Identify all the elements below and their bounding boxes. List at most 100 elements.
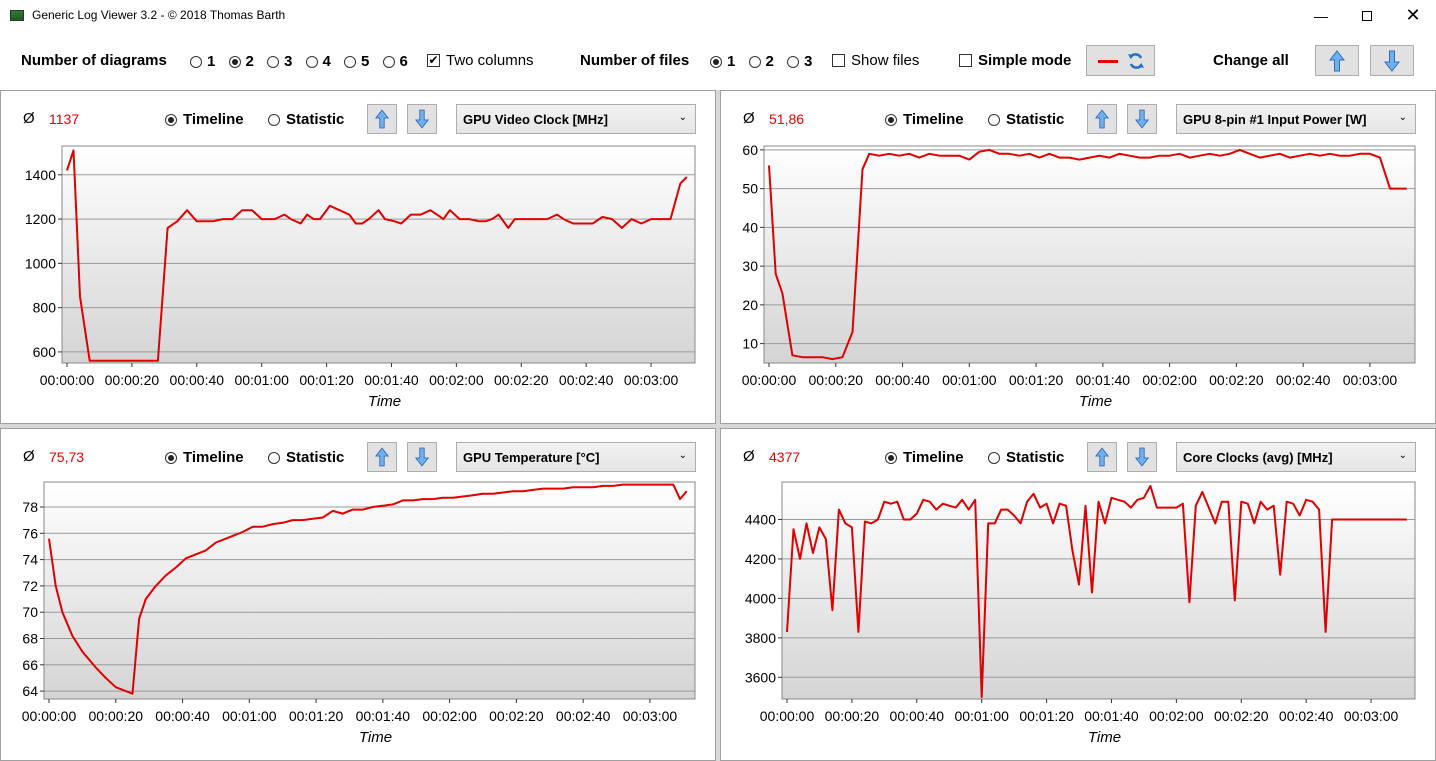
radio-dot: [988, 451, 1000, 464]
diagram-count-radio-6[interactable]: 6: [382, 53, 408, 70]
plot-area: [781, 481, 1416, 700]
x-tick-label: 00:01:00: [222, 708, 277, 724]
simple-mode-label: Simple mode: [978, 52, 1072, 69]
statistic-radio[interactable]: Statistic: [268, 449, 344, 466]
change-all-label: Change all: [1213, 52, 1289, 69]
sensor-select[interactable]: Core Clocks (avg) [MHz] ⌄: [1176, 442, 1416, 472]
x-tick-label: 00:01:00: [954, 708, 1009, 724]
move-diagram-down-button[interactable]: [407, 442, 437, 472]
radio-dot: [165, 451, 177, 464]
statistic-label: Statistic: [286, 111, 345, 128]
show-files-label: Show files: [851, 52, 920, 69]
chevron-down-icon: ⌄: [1398, 450, 1407, 461]
diagram-count-radio-5[interactable]: 5: [344, 53, 369, 70]
move-diagram-up-button[interactable]: [1087, 104, 1117, 134]
minimize-button[interactable]: —: [1314, 7, 1328, 24]
sensor-select[interactable]: GPU Video Clock [MHz] ⌄: [456, 104, 696, 134]
x-tick-label: 00:01:00: [942, 372, 997, 388]
y-tick-label: 74: [22, 552, 38, 568]
chevron-down-icon: ⌄: [678, 450, 687, 461]
x-tick-label: 00:02:40: [1279, 708, 1334, 724]
file-count-radio-3[interactable]: 3: [787, 53, 812, 70]
radio-dot: [165, 113, 177, 126]
two-columns-checkbox[interactable]: ✔ Two columns: [427, 52, 534, 69]
move-diagram-down-button[interactable]: [1127, 104, 1157, 134]
x-tick-label: 00:02:20: [1209, 372, 1264, 388]
timeline-radio[interactable]: Timeline: [165, 449, 244, 466]
arrow-down-icon: [1134, 447, 1150, 467]
y-tick-label: 4200: [745, 551, 776, 567]
radio-dot: [268, 451, 280, 464]
average-symbol: Ø: [23, 448, 35, 465]
timeline-label: Timeline: [903, 449, 964, 466]
radio-dot: [190, 55, 202, 68]
radio-label: 6: [399, 53, 408, 70]
chevron-down-icon: ⌄: [1398, 112, 1407, 123]
statistic-radio[interactable]: Statistic: [988, 449, 1064, 466]
horizontal-splitter[interactable]: [0, 424, 1436, 428]
show-files-check-icon: [832, 54, 845, 67]
radio-label: 3: [804, 53, 813, 70]
move-diagram-down-button[interactable]: [1127, 442, 1157, 472]
simple-mode-checkbox[interactable]: Simple mode: [959, 52, 1071, 69]
x-tick-label: 00:02:00: [1142, 372, 1197, 388]
arrow-down-icon: [1134, 109, 1150, 129]
diagram-count-radio-1[interactable]: 1: [190, 53, 215, 70]
timeline-radio[interactable]: Timeline: [885, 111, 964, 128]
refresh-icon: [1128, 53, 1144, 69]
sensor-select[interactable]: GPU Temperature [°C] ⌄: [456, 442, 696, 472]
arrow-down-icon: [414, 109, 430, 129]
y-tick-label: 60: [742, 142, 758, 158]
x-tick-label: 00:01:40: [1084, 708, 1139, 724]
diagram-panel: 64 66 68 70 72 74 76 78 00:00:00 00:00:20 00:00:40…: [0, 428, 716, 761]
radio-label: 5: [361, 53, 370, 70]
radio-dot: [382, 55, 395, 68]
sensor-select-value: GPU Temperature [°C]: [463, 450, 600, 465]
move-all-up-button[interactable]: [1315, 45, 1359, 76]
file-count-radio-1[interactable]: 1: [710, 53, 735, 70]
x-tick-label: 00:00:40: [875, 372, 930, 388]
x-tick-label: 00:02:20: [1214, 708, 1269, 724]
y-tick-label: 3800: [745, 630, 776, 646]
y-tick-label: 72: [22, 578, 38, 594]
radio-dot: [267, 55, 279, 68]
y-tick-label: 76: [22, 525, 38, 541]
statistic-radio[interactable]: Statistic: [268, 111, 344, 128]
timeline-radio[interactable]: Timeline: [165, 111, 244, 128]
move-diagram-up-button[interactable]: [367, 442, 397, 472]
x-tick-label: 00:02:40: [1276, 372, 1331, 388]
x-tick-label: 00:01:40: [364, 372, 419, 388]
sensor-select[interactable]: GPU 8-pin #1 Input Power [W] ⌄: [1176, 104, 1416, 134]
y-tick-label: 600: [33, 344, 57, 360]
statistic-radio[interactable]: Statistic: [988, 111, 1064, 128]
y-tick-label: 1000: [25, 255, 56, 271]
x-tick-label: 00:00:00: [22, 708, 77, 724]
radio-dot: [305, 55, 318, 68]
line-chart: 10 20 30 40 50 60 00:00:00 00:00:20 00:00:40 00:0…: [742, 142, 1416, 410]
move-diagram-up-button[interactable]: [367, 104, 397, 134]
x-axis-label: Time: [359, 729, 392, 746]
timeline-radio[interactable]: Timeline: [885, 449, 964, 466]
arrow-up-icon: [1094, 109, 1110, 129]
diagram-count-radio-3[interactable]: 3: [267, 53, 292, 70]
move-all-down-button[interactable]: [1370, 45, 1414, 76]
average-value: 4377: [769, 449, 801, 465]
close-button[interactable]: ✕: [1405, 5, 1421, 25]
plot-area: [43, 481, 696, 700]
title-bar: Generic Log Viewer 3.2 - © 2018 Thomas B…: [0, 0, 1436, 32]
diagram-count-radio-4[interactable]: 4: [305, 53, 331, 70]
y-tick-label: 78: [22, 499, 38, 515]
timeline-label: Timeline: [903, 111, 964, 128]
file-count-radio-2[interactable]: 2: [748, 53, 774, 70]
line-chart: 64 66 68 70 72 74 76 78 00:00:00 00:00:20 00:00:40…: [22, 481, 696, 746]
line-color-button[interactable]: [1086, 45, 1155, 76]
maximize-button[interactable]: [1344, 0, 1390, 31]
move-diagram-down-button[interactable]: [407, 104, 437, 134]
show-files-checkbox[interactable]: Show files: [832, 52, 919, 69]
diagram-count-radio-2[interactable]: 2: [228, 53, 254, 70]
arrow-up-icon: [1328, 49, 1346, 71]
series-line: [786, 484, 1407, 698]
move-diagram-up-button[interactable]: [1087, 442, 1117, 472]
x-tick-label: 00:02:40: [556, 708, 611, 724]
x-axis-label: Time: [1079, 393, 1112, 410]
